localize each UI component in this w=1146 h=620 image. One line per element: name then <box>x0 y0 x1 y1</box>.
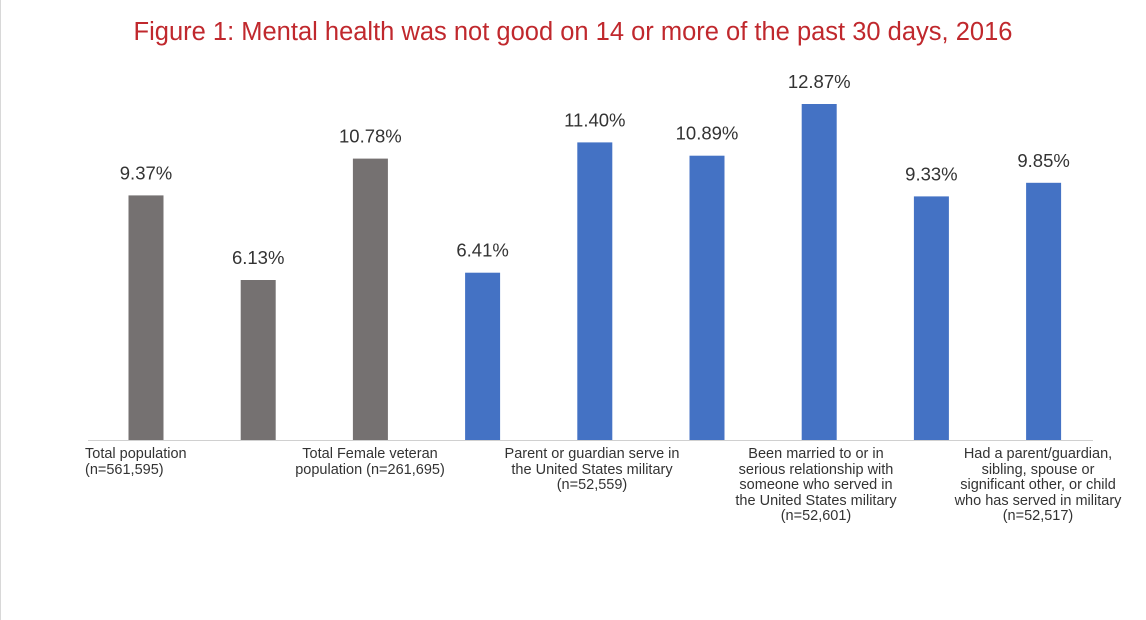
bar-3 <box>352 158 388 440</box>
category-label-family-served: Had a parent/guardian, sibling, spouse o… <box>954 446 1122 524</box>
bar-6 <box>689 155 725 440</box>
bar-5 <box>577 142 613 440</box>
value-labels-group: 9.37% 6.13% 10.78% 6.41% 11.40% 10.89% 12.87% 9… <box>120 71 1070 268</box>
bar-2 <box>240 280 276 440</box>
bar-1 <box>128 195 164 440</box>
value-label-8: 9.33% <box>905 163 957 184</box>
value-label-9: 9.85% <box>1017 150 1069 171</box>
bar-7 <box>801 104 837 440</box>
value-label-7: 12.87% <box>788 71 851 92</box>
value-label-5: 11.40% <box>564 109 625 130</box>
value-label-6: 10.89% <box>676 123 739 144</box>
category-label-female-veteran: Total Female veteran population (n=261,6… <box>295 446 445 478</box>
bar-8 <box>913 196 949 440</box>
value-label-3: 10.78% <box>339 126 402 147</box>
bar-9 <box>1026 182 1062 441</box>
bars-group <box>128 104 1062 441</box>
chart-title: Figure 1: Mental health was not good on … <box>133 18 1013 46</box>
value-label-4: 6.41% <box>456 240 508 261</box>
value-label-1: 9.37% <box>120 162 172 183</box>
value-label-2: 6.13% <box>232 247 284 268</box>
category-label-parent-guardian: Parent or guardian serve in the United S… <box>504 446 680 493</box>
category-label-total-population: Total population (n=561,595) <box>85 446 187 478</box>
frame-edge <box>0 0 1 620</box>
bar-4 <box>465 272 501 440</box>
category-label-married-relationship: Been married to or in serious relationsh… <box>735 446 897 524</box>
